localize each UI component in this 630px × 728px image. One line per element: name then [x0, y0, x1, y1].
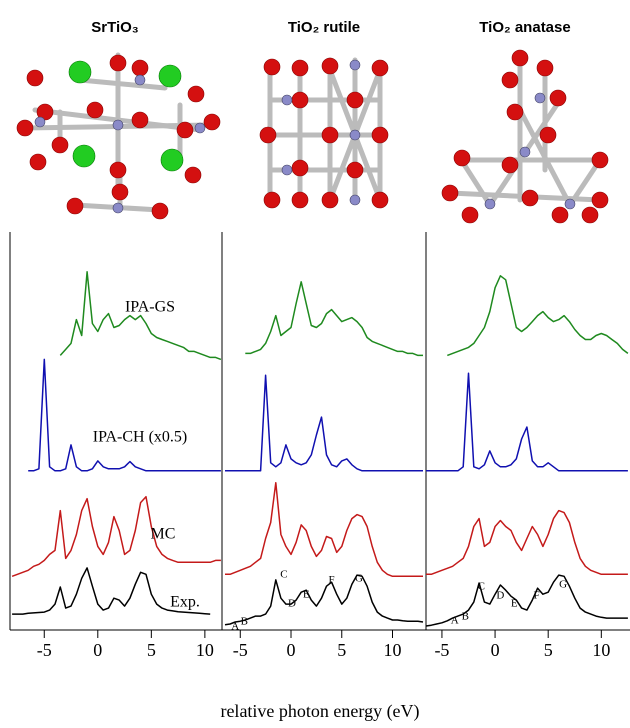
x-axis-label: relative photon energy (eV) — [220, 701, 419, 722]
peak-label: C — [478, 581, 485, 593]
x-tick-label: -5 — [434, 640, 449, 660]
peak-label: E — [511, 598, 518, 610]
peak-label: C — [280, 569, 287, 581]
series-label: Exp. — [170, 594, 200, 611]
x-tick-label: -5 — [37, 640, 52, 660]
series-label: IPA-GS — [125, 299, 175, 316]
spectrum-line — [245, 282, 423, 356]
spectrum-line — [426, 511, 628, 575]
spectrum-line — [447, 276, 628, 356]
peak-label: A — [231, 620, 239, 632]
figure: SrTiO₃ -5 0 5 10 IPA-GS IPA-CH (x0.5) MC Exp. TiO… — [0, 0, 630, 728]
panel-title: SrTiO₃ — [91, 19, 139, 36]
peak-label: E — [303, 589, 310, 601]
peak-label: B — [241, 616, 248, 628]
srtio3-structure — [17, 55, 220, 219]
x-tick-label: 10 — [592, 640, 610, 660]
x-tick-label: 0 — [93, 640, 102, 660]
spectrum-line — [225, 575, 423, 625]
x-tick-label: -5 — [233, 640, 248, 660]
anatase-structure — [442, 50, 608, 223]
peak-label: G — [355, 573, 363, 585]
series-label: IPA-CH (x0.5) — [93, 429, 188, 446]
x-tick-label: 5 — [544, 640, 553, 660]
peak-label: D — [496, 589, 504, 601]
panel-title: TiO₂ anatase — [479, 19, 570, 36]
peak-label: A — [451, 614, 459, 626]
spectrum-line — [225, 375, 423, 471]
spectrum-line — [225, 483, 423, 577]
x-tick-label: 0 — [491, 640, 500, 660]
spectrum-line — [426, 373, 628, 471]
x-tick-label: 0 — [287, 640, 296, 660]
rutile-structure — [260, 58, 388, 208]
spectrum-line — [28, 359, 221, 470]
peak-label: F — [329, 574, 335, 586]
peak-label: D — [288, 598, 296, 610]
peak-label: B — [462, 610, 469, 622]
panel-title: TiO₂ rutile — [288, 19, 360, 36]
peak-label: F — [533, 589, 539, 601]
x-tick-label: 10 — [384, 640, 402, 660]
series-label: MC — [151, 526, 176, 543]
peak-label: G — [559, 579, 567, 591]
x-tick-label: 10 — [196, 640, 214, 660]
x-tick-label: 5 — [147, 640, 156, 660]
spectrum-line — [12, 497, 221, 577]
x-tick-label: 5 — [337, 640, 346, 660]
